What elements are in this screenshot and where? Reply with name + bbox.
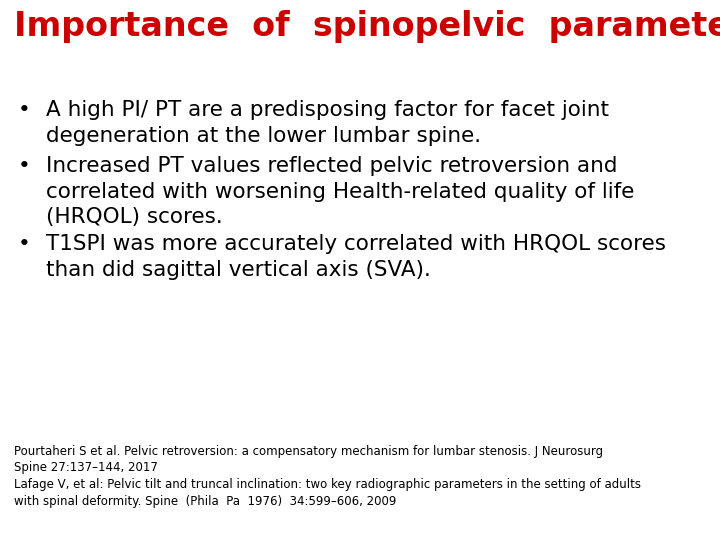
Text: T1SPI was more accurately correlated with HRQOL scores
than did sagittal vertica: T1SPI was more accurately correlated wit…	[46, 234, 666, 280]
Text: A high PI/ PT are a predisposing factor for facet joint
degeneration at the lowe: A high PI/ PT are a predisposing factor …	[46, 100, 609, 146]
Text: •: •	[18, 100, 31, 120]
Text: Importance  of  spinopelvic  parameters: Importance of spinopelvic parameters	[14, 10, 720, 43]
Text: Increased PT values reflected pelvic retroversion and
correlated with worsening : Increased PT values reflected pelvic ret…	[46, 156, 634, 227]
Text: •: •	[18, 156, 31, 176]
Text: Pourtaheri S et al. Pelvic retroversion: a compensatory mechanism for lumbar ste: Pourtaheri S et al. Pelvic retroversion:…	[14, 445, 641, 508]
Text: •: •	[18, 234, 31, 254]
